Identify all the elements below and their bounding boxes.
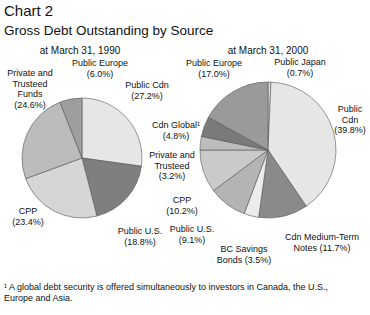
- footnote-line: Europe and Asia.: [4, 293, 73, 303]
- data-label: Cdn Medium-Term: [285, 232, 359, 242]
- data-label: Public Japan: [274, 57, 326, 67]
- title: Chart 2: [4, 2, 53, 19]
- data-label: (17.0%): [198, 69, 230, 79]
- data-label-part: BC: [220, 244, 233, 254]
- data-label: (23.4%): [12, 217, 44, 227]
- data-label-part: Public: [72, 58, 97, 68]
- data-label: BC Savings: [220, 244, 268, 254]
- data-label: Public Cdn: [125, 80, 169, 90]
- data-label-part: (23.4%): [12, 217, 44, 227]
- data-label-part: Cdn: [285, 232, 302, 242]
- data-label-part: Private: [149, 150, 177, 160]
- data-label: Trusteed: [154, 161, 189, 171]
- data-label: (0.7%): [287, 68, 314, 78]
- slices: [22, 98, 142, 218]
- pie-chart: at March 31, 1990Public Cdn(27.2%)Public…: [7, 45, 169, 247]
- data-label-part: (18.8%): [124, 237, 156, 247]
- data-label-part: Public: [274, 57, 299, 67]
- subtitle: Gross Debt Outstanding by Source: [4, 23, 213, 38]
- chart-title: at March 31, 1990: [40, 45, 121, 56]
- data-label-part: (0.7%): [287, 68, 314, 78]
- data-label: Notes (11.7%): [294, 243, 351, 253]
- data-label-part: Medium-Term: [302, 232, 360, 242]
- data-label: Public U.S.: [170, 224, 215, 234]
- data-label-part: Bonds: [217, 255, 243, 265]
- data-label: (4.8%): [163, 131, 190, 141]
- data-label: Private and: [7, 68, 53, 78]
- pie-slice: [208, 82, 268, 150]
- data-label-part: (10.2%): [166, 206, 198, 216]
- data-label-part: Japan: [299, 57, 326, 67]
- data-label-part: Public: [338, 104, 363, 114]
- data-label-part: CPP: [173, 195, 192, 205]
- footnote-line: ¹ A global debt security is offered simu…: [4, 282, 328, 292]
- data-labels: Public Cdn(27.2%)Public U.S.(18.8%)CPP(2…: [7, 58, 169, 247]
- data-label-part: Cdn: [152, 120, 169, 130]
- data-label-part: (39.8%): [334, 125, 366, 135]
- footnote: ¹ A global debt security is offered simu…: [4, 282, 328, 303]
- pie-slice: [200, 150, 268, 191]
- data-label: Trusteed: [12, 79, 47, 89]
- chart-svg: Chart 2 Gross Debt Outstanding by Source a…: [0, 0, 370, 315]
- data-label: (18.8%): [124, 237, 156, 247]
- data-labels: Public Japan(0.7%)PublicCdn(39.8%)Cdn Me…: [149, 57, 366, 265]
- data-label: (27.2%): [131, 91, 163, 101]
- data-label-part: Private: [7, 68, 35, 78]
- data-label-part: Public: [170, 224, 195, 234]
- slices: [200, 82, 336, 218]
- data-label: (6.0%): [87, 69, 114, 79]
- data-label-part: Trusteed: [12, 79, 47, 89]
- data-label-part: (27.2%): [131, 91, 163, 101]
- data-label: CPP: [173, 195, 192, 205]
- data-label: Public: [338, 104, 363, 114]
- data-label-part: Savings: [233, 244, 268, 254]
- data-label-part: Public: [186, 58, 211, 68]
- data-label: (24.6%): [14, 100, 46, 110]
- data-label-part: Public: [125, 80, 150, 90]
- data-label: CPP: [19, 206, 38, 216]
- data-label-part: Global¹: [169, 120, 201, 130]
- data-label-part: Notes: [294, 243, 318, 253]
- data-label-part: Europe: [210, 58, 242, 68]
- data-label-part: Funds: [17, 89, 43, 99]
- data-label: Public U.S.: [118, 226, 163, 236]
- data-label-part: Trusteed: [154, 161, 189, 171]
- data-label-part: U.S.: [142, 226, 162, 236]
- data-label-part: and: [35, 68, 53, 78]
- data-label-part: Cdn: [342, 115, 359, 125]
- data-label: Cdn Global¹: [152, 120, 200, 130]
- pie-slice: [60, 98, 82, 158]
- data-label: Public Europe: [186, 58, 242, 68]
- data-label-part: Public: [118, 226, 143, 236]
- data-label: Public Europe: [72, 58, 128, 68]
- data-label-part: U.S.: [194, 224, 214, 234]
- data-label: Bonds (3.5%): [217, 255, 272, 265]
- data-label-part: (6.0%): [87, 69, 114, 79]
- data-label-part: (9.1%): [179, 235, 206, 245]
- chart-title: at March 31, 2000: [228, 45, 309, 56]
- data-label-part: (17.0%): [198, 69, 230, 79]
- data-label: (39.8%): [334, 125, 366, 135]
- data-label-part: (3.5%): [242, 255, 271, 265]
- data-label: Funds: [17, 89, 43, 99]
- data-label: Cdn: [342, 115, 359, 125]
- data-label-part: CPP: [19, 206, 38, 216]
- data-label-part: (4.8%): [163, 131, 190, 141]
- data-label-part: (11.7%): [317, 243, 350, 253]
- data-label-part: (24.6%): [14, 100, 46, 110]
- data-label: Private and: [149, 150, 195, 160]
- data-label: (3.2%): [159, 171, 186, 181]
- data-label: (9.1%): [179, 235, 206, 245]
- data-label: (10.2%): [166, 206, 198, 216]
- pie-slice: [82, 98, 142, 166]
- pie-chart: at March 31, 2000Public Japan(0.7%)Publi…: [149, 45, 366, 265]
- data-label-part: Europe: [96, 58, 128, 68]
- data-label-part: and: [177, 150, 195, 160]
- data-label-part: Cdn: [150, 80, 169, 90]
- data-label-part: (3.2%): [159, 171, 186, 181]
